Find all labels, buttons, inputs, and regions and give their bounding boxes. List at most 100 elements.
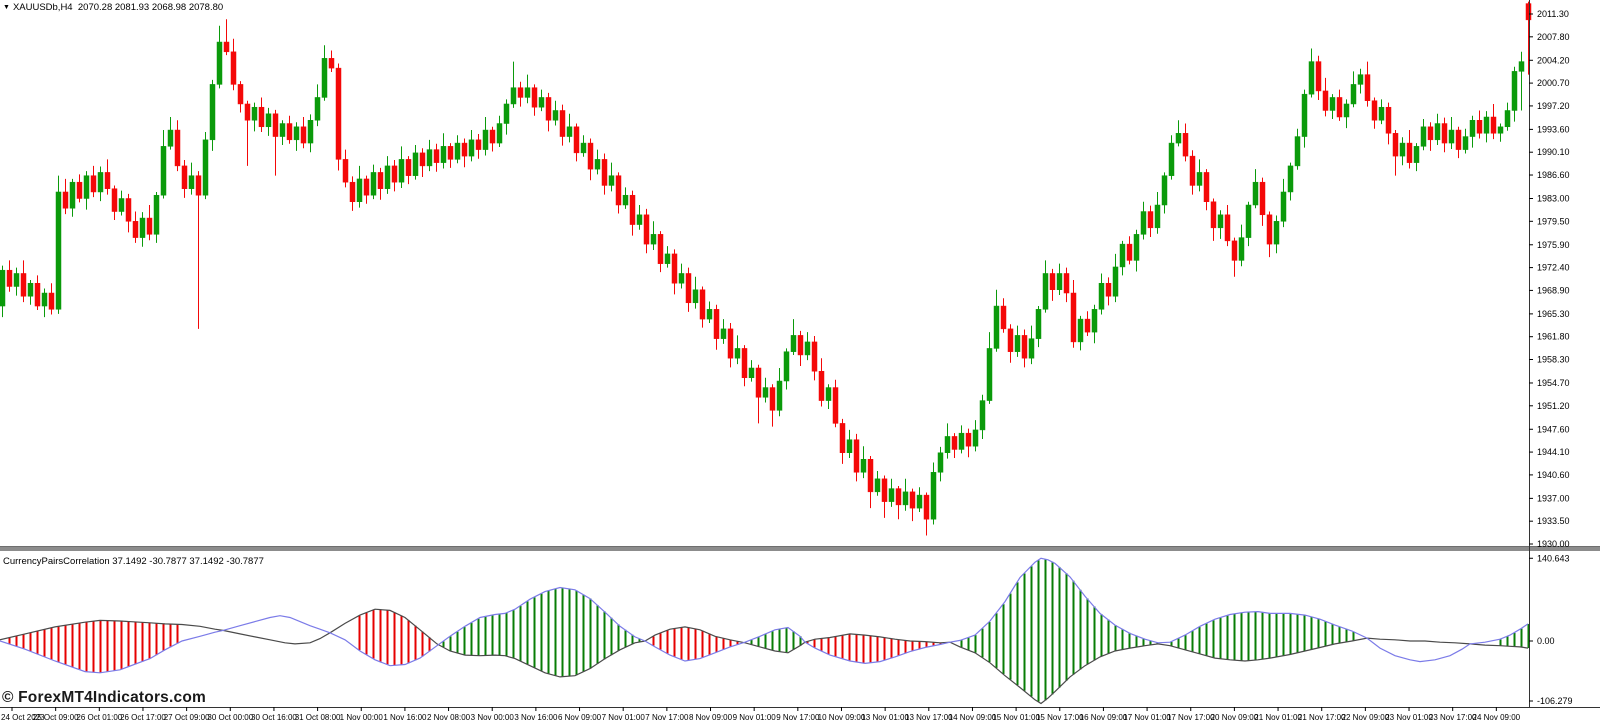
candle-body	[678, 273, 685, 284]
chevron-down-icon[interactable]: ▼	[3, 4, 10, 11]
candle-body	[1175, 133, 1182, 144]
candle-body	[286, 123, 293, 141]
time-axis-label: 1 Nov 16:00	[383, 713, 427, 721]
time-axis-label: 26 Oct 01:00	[76, 713, 122, 721]
candle-body	[923, 494, 930, 520]
candle-body	[1203, 172, 1210, 202]
candle-body	[1336, 97, 1343, 118]
candle-body	[1021, 335, 1028, 359]
price-axis-label: 2000.70	[1537, 78, 1570, 88]
candle-body	[384, 165, 391, 189]
time-axis-label: 9 Nov 01:00	[733, 713, 777, 721]
indicator-scale-label: -106.279	[1537, 696, 1573, 706]
candle-body	[1392, 133, 1399, 157]
candle-body	[328, 58, 335, 69]
candle-body	[1063, 273, 1070, 294]
candle-body	[797, 335, 804, 356]
candle-body	[615, 175, 622, 206]
indicator-values: 37.1492 -30.7877 37.1492 -30.7877	[112, 556, 264, 567]
candle-body	[167, 129, 174, 147]
candle-body	[517, 87, 524, 98]
candle-body	[447, 146, 454, 160]
candle-body	[1210, 201, 1217, 229]
candle-body	[363, 178, 370, 196]
candle-body	[188, 175, 195, 189]
candle-body	[237, 84, 244, 105]
candle-body	[419, 152, 426, 167]
price-axis-label: 1986.60	[1537, 170, 1570, 180]
candle-body	[545, 97, 552, 121]
candle-body	[1077, 318, 1084, 343]
price-axis-label: 1972.40	[1537, 263, 1570, 273]
candle-body	[433, 149, 440, 163]
candle-body	[531, 87, 538, 108]
candle-body	[1287, 165, 1294, 193]
candle-body	[160, 146, 167, 196]
price-axis-label: 1940.60	[1537, 470, 1570, 480]
candle-body	[153, 194, 160, 235]
candle-body	[1259, 181, 1266, 216]
candle-body	[790, 335, 797, 352]
candle-body	[748, 367, 755, 379]
candle-body	[321, 58, 328, 98]
price-axis-label: 1975.90	[1537, 240, 1570, 250]
candle-body	[657, 234, 664, 264]
candle-body	[335, 67, 342, 160]
time-axis-label: 13 Nov 17:00	[905, 713, 953, 721]
candle-body	[1049, 273, 1056, 291]
candle-body	[825, 387, 832, 401]
candle-body	[783, 351, 790, 382]
price-axis-label: 1944.10	[1537, 447, 1570, 457]
candle-body	[293, 126, 300, 141]
indicator-scale-label: 140.643	[1537, 553, 1570, 563]
price-axis-label: 2004.20	[1537, 55, 1570, 65]
candle-body	[62, 191, 69, 209]
price-axis-label: 1951.20	[1537, 401, 1570, 411]
candle-body	[48, 292, 55, 310]
candle-body	[489, 129, 496, 144]
candle-body	[1322, 90, 1329, 111]
candle-body	[1406, 142, 1413, 163]
candle-body	[580, 142, 587, 154]
candle-body	[6, 269, 13, 287]
candle-body	[881, 478, 888, 502]
candle-body	[272, 113, 279, 137]
candle-body	[34, 282, 41, 307]
candle-body	[762, 387, 769, 398]
time-axis-label: 17 Nov 17:00	[1167, 713, 1215, 721]
candle-body	[468, 139, 475, 157]
time-axis-label: 7 Nov 01:00	[602, 713, 646, 721]
candle-body	[608, 175, 615, 186]
indicator-label: CurrencyPairsCorrelation 37.1492 -30.787…	[3, 556, 264, 567]
time-axis-label: 20 Nov 09:00	[1211, 713, 1259, 721]
candle-body	[741, 348, 748, 379]
candle-body	[1357, 74, 1364, 85]
window-separator[interactable]	[0, 546, 1600, 551]
candle-body	[27, 282, 34, 297]
candle-body	[482, 129, 489, 150]
candle-body	[1490, 116, 1497, 134]
candle-body	[1378, 106, 1385, 121]
candle-body	[867, 459, 874, 493]
candle-body	[1196, 172, 1203, 186]
candle-body	[713, 309, 720, 339]
candle-body	[111, 188, 118, 212]
price-axis: 2011.30 2007.80 2004.20 2000.70 1997.20 1993.…	[1529, 9, 1570, 549]
candle-body	[643, 214, 650, 245]
time-axis-label: 13 Nov 01:00	[861, 713, 909, 721]
ohlc-values: 2070.28 2081.93 2068.98 2078.80	[77, 2, 224, 13]
candle-body	[1182, 133, 1189, 157]
candle-body	[895, 488, 902, 506]
candle-body	[1476, 120, 1483, 134]
candle-body	[1035, 309, 1042, 339]
candle-body	[1497, 126, 1504, 134]
candle-body	[0, 269, 6, 307]
candle-body	[405, 159, 412, 176]
candle-body	[1518, 61, 1525, 72]
candle-body	[1266, 214, 1273, 245]
time-axis-label: 22 Nov 09:00	[1342, 713, 1390, 721]
candle-body	[1413, 146, 1420, 163]
candle-body	[223, 41, 230, 53]
price-axis-label: 1997.20	[1537, 101, 1570, 111]
